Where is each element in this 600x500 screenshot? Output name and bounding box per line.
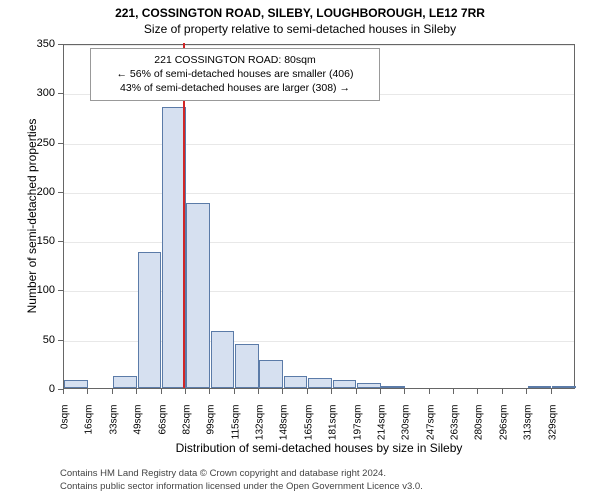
annotation-box: 221 COSSINGTON ROAD: 80sqm ← 56% of semi… [90, 48, 380, 101]
histogram-bar [211, 331, 235, 388]
y-tick-label: 250 [29, 137, 55, 149]
x-tick-mark [404, 389, 405, 394]
x-tick-label: 132sqm [255, 405, 266, 455]
chart-container: 221, COSSINGTON ROAD, SILEBY, LOUGHBOROU… [0, 0, 600, 500]
x-tick-mark [551, 389, 552, 394]
histogram-bar [528, 386, 552, 388]
gridline [64, 193, 574, 194]
x-tick-label: 263sqm [450, 405, 461, 455]
y-tick-label: 50 [29, 334, 55, 346]
y-tick-label: 300 [29, 87, 55, 99]
x-tick-mark [112, 389, 113, 394]
x-tick-label: 247sqm [425, 405, 436, 455]
x-tick-mark [526, 389, 527, 394]
x-tick-label: 214sqm [376, 405, 387, 455]
x-tick-mark [453, 389, 454, 394]
footer-line2: Contains public sector information licen… [60, 481, 423, 494]
x-tick-label: 280sqm [474, 405, 485, 455]
x-tick-mark [87, 389, 88, 394]
footer-line1: Contains HM Land Registry data © Crown c… [60, 468, 423, 481]
histogram-bar [186, 203, 210, 388]
y-tick-label: 0 [29, 383, 55, 395]
histogram-bar [138, 252, 162, 388]
y-tick-mark [58, 44, 63, 45]
y-tick-mark [58, 93, 63, 94]
title-subtitle: Size of property relative to semi-detach… [0, 22, 600, 36]
x-tick-mark [356, 389, 357, 394]
x-tick-mark [282, 389, 283, 394]
gridline [64, 45, 574, 46]
x-tick-mark [429, 389, 430, 394]
histogram-bar [259, 360, 283, 388]
y-tick-mark [58, 192, 63, 193]
y-tick-label: 350 [29, 38, 55, 50]
histogram-bar [64, 380, 88, 388]
x-tick-label: 66sqm [157, 405, 168, 455]
x-tick-label: 181sqm [328, 405, 339, 455]
x-tick-label: 313sqm [523, 405, 534, 455]
title-address: 221, COSSINGTON ROAD, SILEBY, LOUGHBOROU… [0, 6, 600, 20]
y-tick-mark [58, 290, 63, 291]
y-axis-label: Number of semi-detached properties [25, 91, 39, 341]
y-tick-label: 150 [29, 235, 55, 247]
histogram-bar [333, 380, 357, 388]
x-tick-mark [380, 389, 381, 394]
histogram-bar [308, 378, 332, 388]
x-tick-mark [502, 389, 503, 394]
x-tick-mark [307, 389, 308, 394]
x-tick-label: 329sqm [547, 405, 558, 455]
x-tick-label: 99sqm [206, 405, 217, 455]
y-tick-label: 200 [29, 186, 55, 198]
histogram-bar [357, 383, 381, 388]
x-tick-label: 49sqm [133, 405, 144, 455]
x-tick-label: 230sqm [401, 405, 412, 455]
x-tick-mark [63, 389, 64, 394]
x-tick-label: 0sqm [60, 405, 71, 455]
x-tick-label: 165sqm [303, 405, 314, 455]
x-tick-mark [234, 389, 235, 394]
annotation-line3: 43% of semi-detached houses are larger (… [99, 81, 371, 95]
histogram-bar [552, 386, 576, 388]
gridline [64, 144, 574, 145]
x-tick-mark [185, 389, 186, 394]
chart-title: 221, COSSINGTON ROAD, SILEBY, LOUGHBOROU… [0, 6, 600, 36]
x-tick-label: 16sqm [84, 405, 95, 455]
x-tick-mark [161, 389, 162, 394]
histogram-bar [113, 376, 137, 388]
annotation-line2: ← 56% of semi-detached houses are smalle… [99, 67, 371, 81]
x-tick-label: 197sqm [352, 405, 363, 455]
annotation-line1: 221 COSSINGTON ROAD: 80sqm [99, 53, 371, 67]
gridline [64, 242, 574, 243]
histogram-bar [235, 344, 259, 388]
x-tick-mark [136, 389, 137, 394]
x-tick-label: 33sqm [108, 405, 119, 455]
y-tick-mark [58, 143, 63, 144]
x-tick-label: 296sqm [498, 405, 509, 455]
x-tick-mark [331, 389, 332, 394]
y-tick-mark [58, 241, 63, 242]
footer-text: Contains HM Land Registry data © Crown c… [60, 468, 423, 494]
x-tick-mark [477, 389, 478, 394]
histogram-bar [284, 376, 308, 388]
x-tick-label: 115sqm [230, 405, 241, 455]
x-tick-label: 82sqm [181, 405, 192, 455]
y-tick-label: 100 [29, 284, 55, 296]
y-tick-mark [58, 340, 63, 341]
x-tick-mark [258, 389, 259, 394]
x-tick-mark [209, 389, 210, 394]
histogram-bar [381, 386, 405, 388]
x-tick-label: 148sqm [279, 405, 290, 455]
